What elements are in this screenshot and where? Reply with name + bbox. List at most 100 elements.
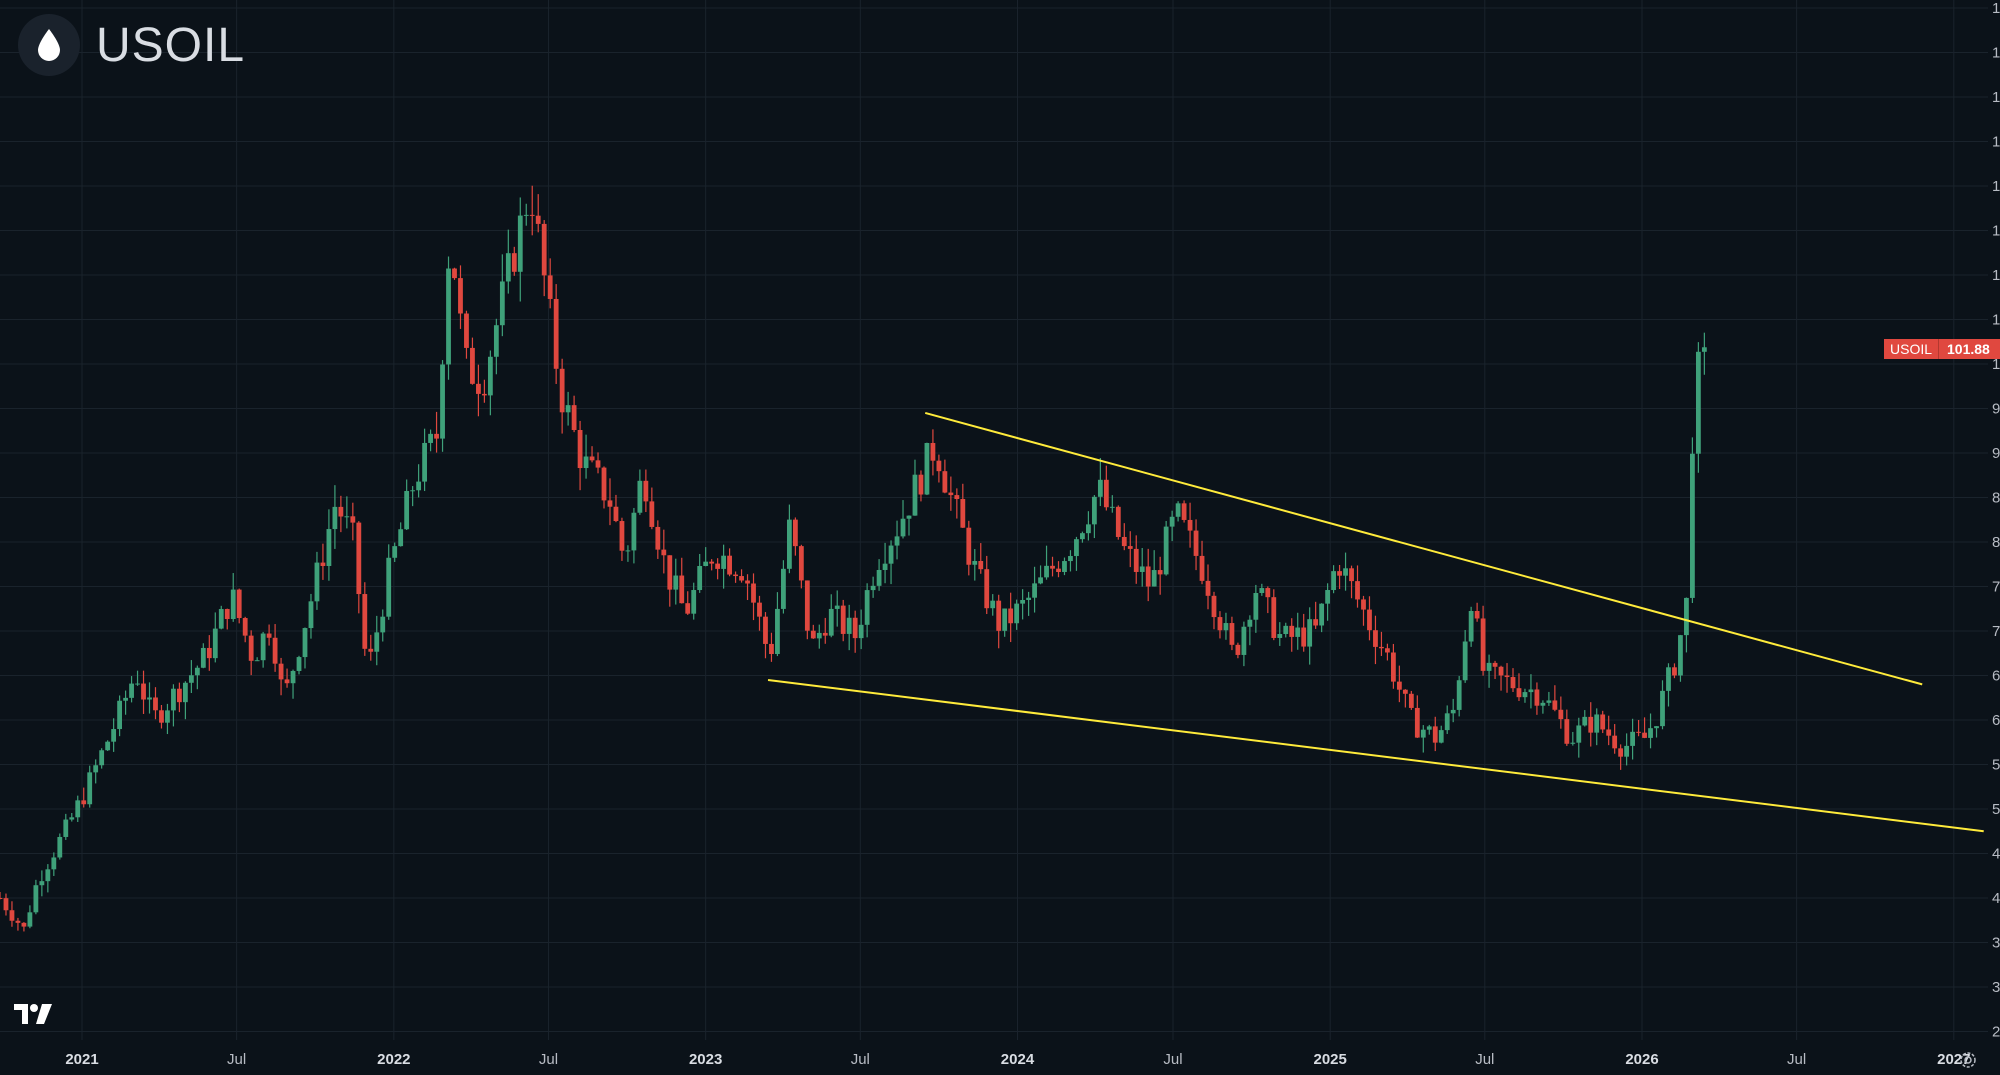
candle-body [338, 506, 344, 517]
last-price-value: 101.88 [1938, 339, 2000, 359]
candle-body [1426, 726, 1432, 730]
y-tick-label: 115.00 [1992, 223, 2000, 240]
candle-body [236, 589, 242, 619]
candle-body [643, 480, 649, 502]
candle-body [356, 522, 362, 595]
candle-body [398, 529, 404, 547]
candle-body [1504, 675, 1510, 678]
candle-body [93, 765, 99, 773]
candle-body [1038, 577, 1043, 584]
candle-body [1115, 506, 1121, 537]
tradingview-logo-icon[interactable] [14, 1002, 54, 1031]
x-tick-label: 2027 [1937, 1051, 1970, 1068]
trendline-lower[interactable] [767, 678, 1984, 833]
candle-body [440, 364, 445, 439]
y-tick-label: 95.00 [1992, 401, 2000, 418]
candle-body [697, 566, 703, 591]
last-price-label: USOIL 101.88 [1884, 339, 2000, 359]
candle-body [511, 253, 517, 272]
candle-body [1109, 506, 1115, 508]
y-tick-label: 65.00 [1992, 668, 2000, 685]
candle-body [721, 555, 727, 569]
trendline-upper[interactable] [924, 411, 1923, 686]
time-axis[interactable]: 2021 Jul 2022 Jul 2023 Jul 2024 Jul 2025 Jul 2026 J… [65, 1051, 1970, 1068]
candle-body [374, 632, 380, 652]
candle-body [565, 405, 571, 413]
candle-body [888, 545, 894, 564]
candle-body [147, 697, 152, 700]
candle-body [218, 609, 224, 629]
candle-body [894, 536, 900, 546]
candle-body [81, 800, 87, 805]
candle-body [1032, 583, 1037, 598]
candle-body [505, 253, 511, 282]
candle-body [715, 563, 721, 569]
candle-body [1253, 592, 1259, 620]
candle-body [1379, 646, 1384, 649]
candle-body [703, 561, 709, 567]
candle-body [984, 569, 990, 609]
candle-body [57, 836, 63, 858]
candle-body [990, 600, 996, 609]
x-tick-label: Jul [1787, 1051, 1806, 1068]
y-tick-label: 75.00 [1992, 579, 2000, 596]
candle-body [1145, 566, 1151, 587]
candle-body [930, 443, 936, 461]
candle-body [1235, 644, 1241, 655]
candle-body [709, 561, 715, 564]
candle-body [1606, 729, 1612, 736]
candle-body [685, 603, 691, 614]
trendlines[interactable] [767, 411, 1984, 833]
y-tick-label: 40.00 [1992, 890, 2000, 907]
candle-body [1648, 728, 1653, 738]
candle-body [583, 456, 589, 469]
candle-body [1349, 568, 1354, 582]
candle-body [1456, 680, 1462, 710]
candle-body [272, 637, 278, 664]
candle-body [1062, 561, 1067, 572]
candle-body [344, 516, 350, 518]
candle-body [123, 697, 128, 701]
candle-body [1127, 546, 1133, 549]
candle-body [840, 605, 846, 634]
y-tick-label: 30.00 [1992, 979, 2000, 996]
candle-body [1582, 716, 1588, 726]
candle-body [314, 562, 320, 602]
candle-body [559, 368, 565, 413]
candle-body [1576, 725, 1582, 743]
candle-body [1402, 689, 1408, 694]
candle-body [1600, 714, 1606, 730]
candle-body [1211, 595, 1217, 618]
price-axis[interactable]: 25.00 30.00 35.00 40.00 45.00 50.00 55.00 60.00… [1992, 0, 2000, 1041]
candle-body [1056, 568, 1061, 572]
gear-icon[interactable] [1958, 1050, 1978, 1075]
candle-body [1181, 503, 1187, 520]
candle-body [757, 602, 762, 617]
candle-body [1636, 731, 1641, 733]
y-tick-label: 25.00 [1992, 1024, 2000, 1041]
candle-body [224, 609, 230, 620]
y-tick-label: 55.00 [1992, 757, 2000, 774]
candle-body [1498, 666, 1504, 676]
candle-body [804, 580, 810, 631]
y-tick-label: 50.00 [1992, 801, 2000, 818]
candle-body [165, 710, 170, 723]
candle-body [1612, 735, 1618, 749]
candle-body [1241, 626, 1247, 655]
candle-body [1020, 600, 1026, 604]
x-tick-label: Jul [1475, 1051, 1494, 1068]
candle-body [1044, 565, 1049, 578]
candle-body [882, 563, 888, 570]
candle-body [1361, 599, 1366, 610]
candle-body [1385, 648, 1390, 653]
last-price-symbol: USOIL [1884, 339, 1939, 359]
candle-body [248, 635, 254, 661]
symbol-badge[interactable]: USOIL [18, 14, 245, 76]
candle-body [667, 555, 673, 590]
candle-body [1086, 524, 1091, 534]
candle-body [296, 657, 302, 671]
candle-body [1337, 571, 1342, 576]
candle-body [822, 632, 828, 636]
grid [0, 0, 1988, 1040]
